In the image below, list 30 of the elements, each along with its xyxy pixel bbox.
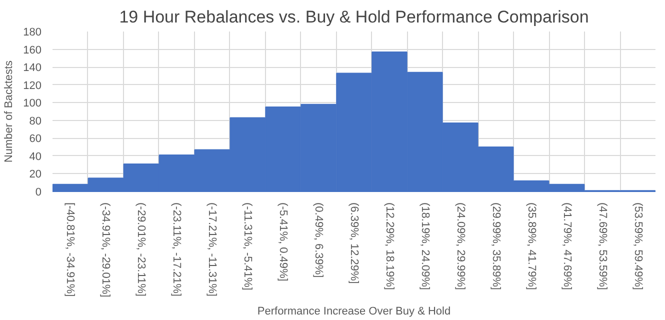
- x-tick-label: (24.09%, 29.99%]: [454, 202, 466, 290]
- x-tick-label: (-23.11%, -17.21%]: [170, 202, 183, 296]
- y-tick-label: 100: [23, 98, 42, 110]
- x-axis-title: Performance Increase Over Buy & Hold: [257, 305, 451, 318]
- x-tick-label: (53.59%, 59.49%]: [632, 202, 644, 290]
- y-tick-label: 20: [29, 168, 42, 181]
- x-tick-label: (-34.91%, -29.01%]: [100, 202, 112, 298]
- x-tick-label: (41.79%, 47.69%]: [560, 202, 573, 290]
- y-tick-label: 60: [29, 133, 42, 146]
- x-tick-label: (29.99%, 35.89%]: [490, 202, 502, 290]
- x-tick-label: (-17.21%, -11.31%]: [206, 202, 218, 296]
- x-tick-label: (35.89%, 41.79%]: [525, 202, 538, 290]
- y-tick-label: 120: [23, 80, 42, 92]
- x-tick-label: (0.49%, 6.39%]: [312, 202, 325, 278]
- x-tick-label: (-29.01%, -23.11%]: [135, 202, 148, 296]
- x-tick-label: (-5.41%, 0.49%]: [277, 202, 290, 282]
- x-tick-label: (-11.31%, -5.41%]: [242, 202, 254, 290]
- x-tick-label: (18.19%, 24.09%]: [418, 202, 431, 290]
- y-axis-title: Number of Backtests: [3, 60, 16, 163]
- y-tick-label: 180: [23, 26, 42, 38]
- x-tick-label: (47.69%, 53.59%]: [596, 202, 608, 290]
- y-tick-label: 80: [29, 115, 42, 128]
- x-tick-label: (6.39%, 12.29%]: [348, 202, 360, 284]
- chart-title: 19 Hour Rebalances vs. Buy & Hold Performance Comparison: [119, 8, 589, 26]
- x-tick-label: [-40.81%, -34.91%]: [64, 202, 76, 297]
- y-tick-label: 140: [23, 62, 42, 74]
- y-tick-label: 40: [29, 150, 42, 163]
- y-tick-label: 0: [35, 186, 42, 198]
- x-tick-label: (12.29%, 18.19%]: [383, 202, 396, 290]
- y-tick-label: 160: [23, 44, 42, 56]
